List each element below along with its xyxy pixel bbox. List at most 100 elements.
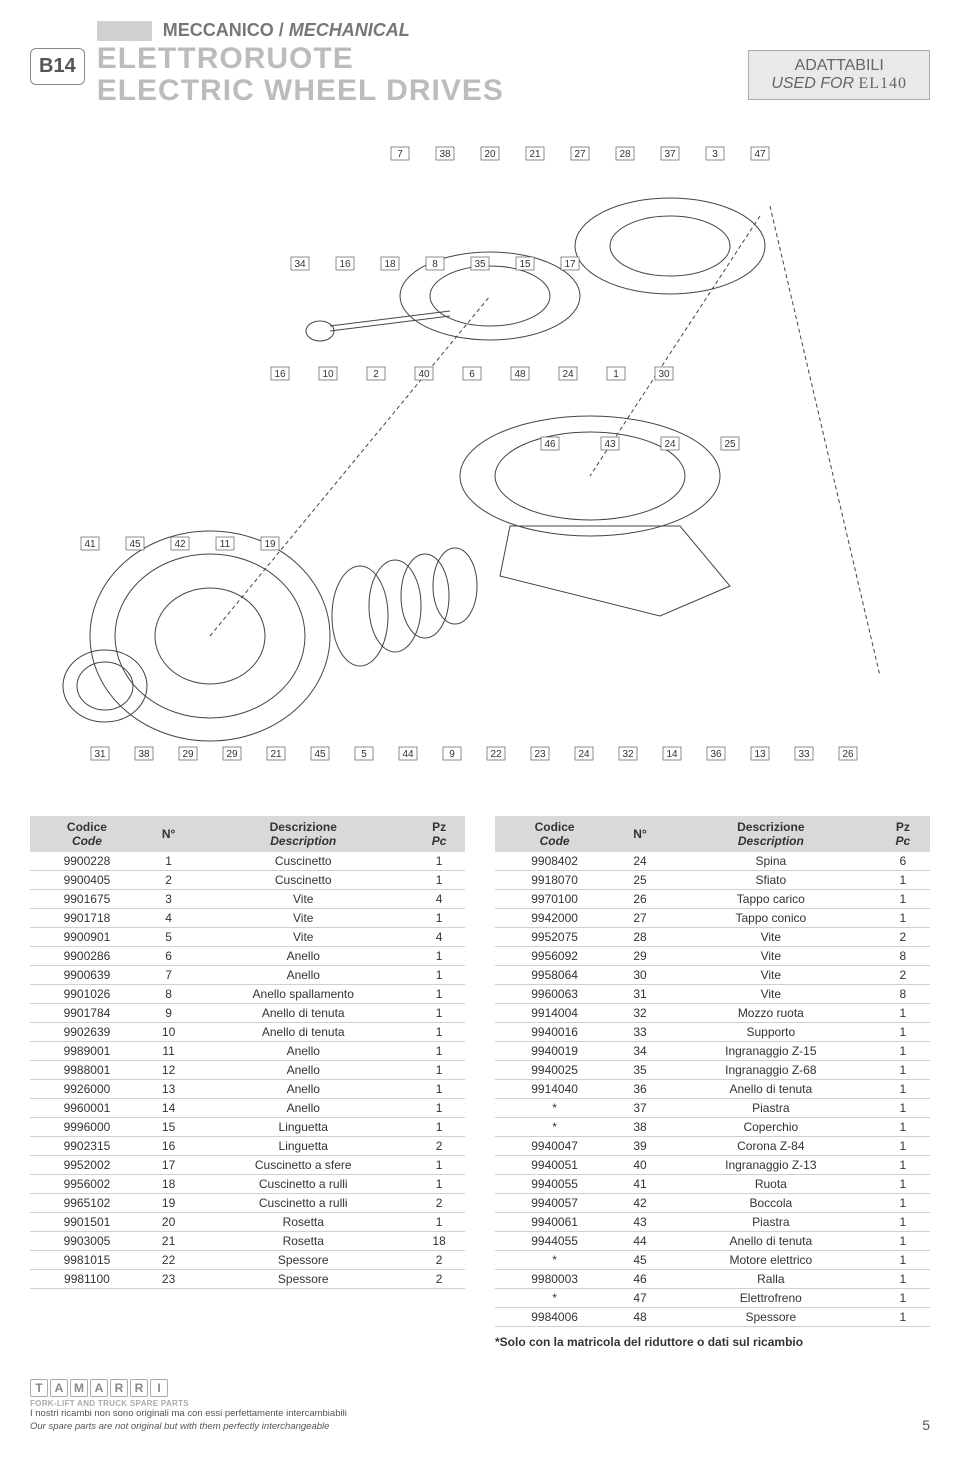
table-cell: 1 xyxy=(413,1004,465,1023)
table-row: 995806430Vite2 xyxy=(495,966,930,985)
svg-text:23: 23 xyxy=(534,749,546,760)
svg-text:31: 31 xyxy=(94,749,106,760)
disclaimer-it: I nostri ricambi non sono originali ma c… xyxy=(30,1408,347,1420)
table-cell: Elettrofreno xyxy=(666,1289,876,1308)
table-cell: 1 xyxy=(413,852,465,871)
table-cell: Spina xyxy=(666,852,876,871)
table-cell: 2 xyxy=(876,928,930,947)
table-cell: * xyxy=(495,1118,614,1137)
logo-letter: T xyxy=(30,1379,48,1397)
svg-text:18: 18 xyxy=(384,259,396,270)
table-cell: 26 xyxy=(614,890,666,909)
table-cell: 34 xyxy=(614,1042,666,1061)
table-row: 99006397Anello1 xyxy=(30,966,465,985)
svg-text:35: 35 xyxy=(474,259,486,270)
svg-text:14: 14 xyxy=(666,749,678,760)
table-row: 996510219Cuscinetto a rulli2 xyxy=(30,1194,465,1213)
table-cell: 9900286 xyxy=(30,947,144,966)
table-cell: Ingranaggio Z-15 xyxy=(666,1042,876,1061)
table-cell: * xyxy=(495,1289,614,1308)
table-cell: Anello spallamento xyxy=(193,985,413,1004)
table-cell: 9902315 xyxy=(30,1137,144,1156)
adapt-line1: ADATTABILI xyxy=(771,57,907,75)
table-cell: 1 xyxy=(876,1232,930,1251)
page-header: B14 MECCANICO / MECHANICAL ELETTRORUOTE … xyxy=(30,20,930,106)
table-cell: 9981015 xyxy=(30,1251,144,1270)
table-row: 992600013Anello1 xyxy=(30,1080,465,1099)
table-cell: 7 xyxy=(144,966,193,985)
table-cell: Supporto xyxy=(666,1023,876,1042)
table-cell: 9942000 xyxy=(495,909,614,928)
table-cell: 23 xyxy=(144,1270,193,1289)
table-row: 99004052Cuscinetto1 xyxy=(30,871,465,890)
svg-text:38: 38 xyxy=(138,749,150,760)
table-cell: 42 xyxy=(614,1194,666,1213)
table-cell: 35 xyxy=(614,1061,666,1080)
table-cell: 9996000 xyxy=(30,1118,144,1137)
table-cell: 1 xyxy=(413,1099,465,1118)
logo-letter: A xyxy=(50,1379,68,1397)
svg-text:7: 7 xyxy=(397,149,403,160)
table-cell: 9956002 xyxy=(30,1175,144,1194)
svg-text:37: 37 xyxy=(664,149,676,160)
svg-text:21: 21 xyxy=(529,149,541,160)
svg-text:27: 27 xyxy=(574,149,586,160)
adapt-line2: USED FOR EL140 xyxy=(771,75,907,93)
table-cell: Piastra xyxy=(666,1099,876,1118)
svg-text:24: 24 xyxy=(578,749,590,760)
svg-text:16: 16 xyxy=(274,369,286,380)
table-cell: Anello xyxy=(193,1042,413,1061)
table-cell: 46 xyxy=(614,1270,666,1289)
table-cell: 39 xyxy=(614,1137,666,1156)
footer-left: TAMARRI FORK-LIFT AND TRUCK SPARE PARTS … xyxy=(30,1379,347,1433)
table-row: 997010026Tappo carico1 xyxy=(495,890,930,909)
svg-text:28: 28 xyxy=(619,149,631,160)
svg-text:21: 21 xyxy=(270,749,282,760)
table-cell: Vite xyxy=(666,966,876,985)
table-cell: 48 xyxy=(614,1308,666,1327)
table-row: 990231516Linguetta2 xyxy=(30,1137,465,1156)
table-row: 994001633Supporto1 xyxy=(495,1023,930,1042)
th-n: N° xyxy=(144,816,193,852)
table-cell: Anello di tenuta xyxy=(193,1023,413,1042)
decorative-bar xyxy=(97,21,152,41)
table-cell: 9940047 xyxy=(495,1137,614,1156)
table-cell: 1 xyxy=(876,1023,930,1042)
table-row: 998800112Anello1 xyxy=(30,1061,465,1080)
svg-text:26: 26 xyxy=(842,749,854,760)
svg-text:1: 1 xyxy=(613,369,619,380)
table-cell: 9965102 xyxy=(30,1194,144,1213)
table-cell: 30 xyxy=(614,966,666,985)
svg-text:8: 8 xyxy=(432,259,438,270)
svg-text:15: 15 xyxy=(519,259,531,270)
adapt-model: EL140 xyxy=(858,75,907,92)
table-cell: 1 xyxy=(413,1175,465,1194)
table-cell: 1 xyxy=(413,1156,465,1175)
table-cell: 27 xyxy=(614,909,666,928)
table-row: *37Piastra1 xyxy=(495,1099,930,1118)
svg-text:22: 22 xyxy=(490,749,502,760)
right-table-wrap: CodiceCode N° DescrizioneDescription PzP… xyxy=(495,816,930,1349)
th-desc: DescrizioneDescription xyxy=(666,816,876,852)
table-cell: Spessore xyxy=(193,1270,413,1289)
table-cell: 9901501 xyxy=(30,1213,144,1232)
svg-text:20: 20 xyxy=(484,149,496,160)
table-cell: 9918070 xyxy=(495,871,614,890)
table-cell: 9940016 xyxy=(495,1023,614,1042)
table-cell: 18 xyxy=(413,1232,465,1251)
svg-text:29: 29 xyxy=(182,749,194,760)
logo-letter: A xyxy=(90,1379,108,1397)
table-cell: 9984006 xyxy=(495,1308,614,1327)
table-cell: Spessore xyxy=(666,1308,876,1327)
table-cell: Vite xyxy=(666,947,876,966)
table-cell: 9901026 xyxy=(30,985,144,1004)
svg-text:6: 6 xyxy=(469,369,475,380)
table-cell: 9903005 xyxy=(30,1232,144,1251)
table-row: 995207528Vite2 xyxy=(495,928,930,947)
table-cell: 32 xyxy=(614,1004,666,1023)
title-it: ELETTRORUOTE xyxy=(97,43,737,75)
table-cell: 1 xyxy=(876,1270,930,1289)
svg-text:40: 40 xyxy=(418,369,430,380)
logo-letter: R xyxy=(130,1379,148,1397)
table-row: 99009015Vite4 xyxy=(30,928,465,947)
